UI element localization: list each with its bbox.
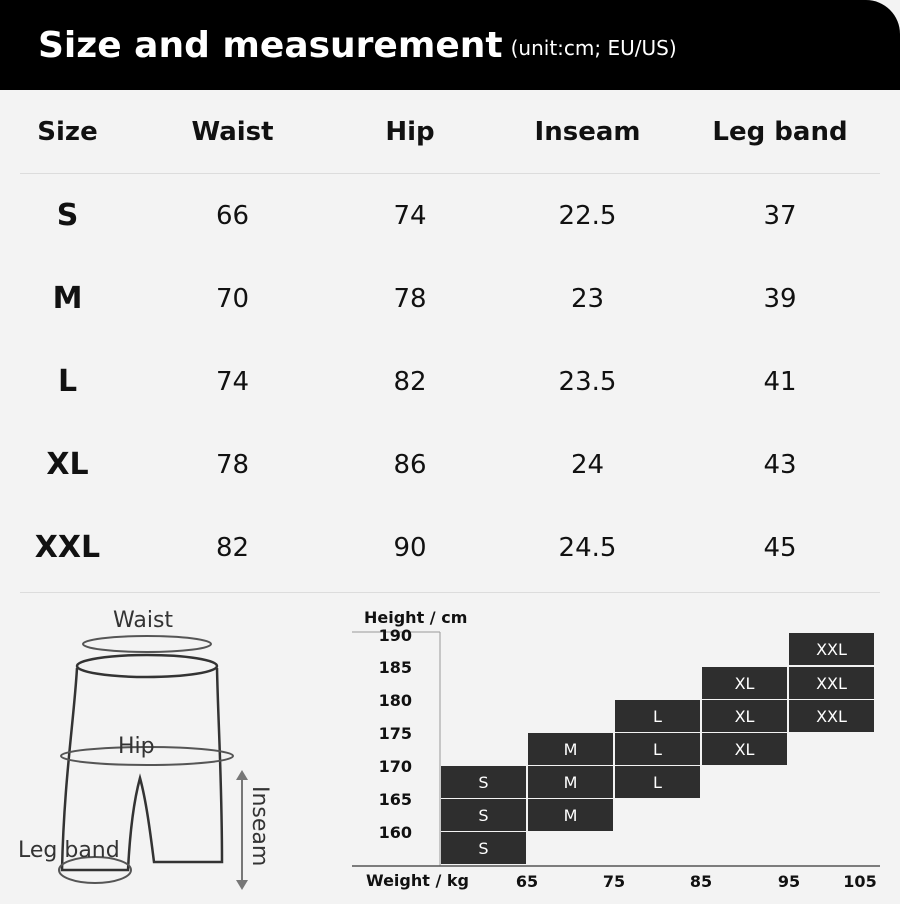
unit-note: (unit:cm; EU/US) bbox=[510, 36, 677, 60]
size-cell-label: M bbox=[564, 773, 578, 792]
page-title: Size and measurement bbox=[38, 24, 503, 66]
waist-cell: 78 bbox=[215, 449, 250, 480]
waist-cell: 70 bbox=[215, 283, 250, 314]
size-cell-block bbox=[702, 667, 787, 699]
chart-x-tick-label: 105 bbox=[843, 872, 876, 891]
size-cell-block bbox=[615, 766, 700, 798]
size-cell-label: XXL bbox=[816, 707, 847, 726]
table-row: XL 78 86 24 43 bbox=[20, 423, 880, 506]
size-cell-label: S bbox=[478, 839, 488, 858]
leg-band-cell: 43 bbox=[763, 449, 797, 480]
size-cell: XL bbox=[46, 447, 89, 482]
size-chart: Height / cm Weight / kg 190 185 180 175 170 165… bbox=[340, 600, 900, 900]
leg-band-cell: 45 bbox=[763, 532, 797, 563]
hip-cell: 74 bbox=[393, 200, 427, 231]
hip-cell: 86 bbox=[393, 449, 427, 480]
chart-y-tick-label: 175 bbox=[379, 724, 412, 743]
size-cell-label: L bbox=[653, 707, 662, 726]
size-cell: S bbox=[56, 198, 79, 233]
size-cell-block bbox=[702, 700, 787, 732]
chart-y-tick-label: 190 bbox=[379, 626, 412, 645]
chart-y-axis-title: Height / cm bbox=[364, 608, 467, 627]
inseam-cell: 23.5 bbox=[558, 366, 617, 397]
hip-label: Hip bbox=[118, 734, 155, 759]
size-cell-label: L bbox=[653, 740, 662, 759]
size-cell-label: XL bbox=[735, 674, 755, 693]
shorts-outline-icon bbox=[58, 635, 248, 890]
waist-cell: 82 bbox=[215, 532, 250, 563]
size-cell-label: M bbox=[564, 806, 578, 825]
size-cell-block bbox=[528, 799, 613, 831]
section-divider bbox=[20, 592, 880, 593]
size-cell-block bbox=[441, 832, 526, 864]
column-header-hip: Hip bbox=[385, 116, 435, 147]
chart-y-tick-label: 160 bbox=[379, 823, 412, 842]
size-cell-label: XL bbox=[735, 707, 755, 726]
size-cell-block bbox=[702, 733, 787, 765]
size-cell: XXL bbox=[34, 530, 101, 565]
hip-cell: 90 bbox=[393, 532, 427, 563]
size-cell: M bbox=[52, 281, 83, 316]
size-table: Size Waist Hip Inseam Leg band S 66 74 2… bbox=[20, 90, 880, 589]
shorts-diagram: Waist Hip Leg band Inseam bbox=[0, 600, 330, 900]
chart-y-tick-label: 165 bbox=[379, 790, 412, 809]
size-cell-label: L bbox=[653, 773, 662, 792]
size-cell-label: XXL bbox=[816, 674, 847, 693]
size-cell: L bbox=[57, 364, 78, 399]
hip-cell: 82 bbox=[393, 366, 427, 397]
column-header-inseam: Inseam bbox=[534, 116, 641, 147]
leg-band-cell: 37 bbox=[763, 200, 797, 231]
size-cell-label: XXL bbox=[816, 640, 847, 659]
header-bar: Size and measurement (unit:cm; EU/US) bbox=[0, 0, 900, 90]
table-row: L 74 82 23.5 41 bbox=[20, 340, 880, 423]
column-header-leg-band: Leg band bbox=[712, 116, 848, 147]
size-cell-label: S bbox=[478, 806, 488, 825]
table-row: S 66 74 22.5 37 bbox=[20, 174, 880, 257]
leg-band-label: Leg band bbox=[18, 838, 120, 863]
size-cell-block bbox=[789, 633, 874, 665]
size-cell-block bbox=[615, 700, 700, 732]
chart-x-tick-label: 85 bbox=[690, 872, 712, 891]
waist-label: Waist bbox=[113, 608, 174, 633]
size-cell-block bbox=[441, 799, 526, 831]
size-cell-block bbox=[441, 766, 526, 798]
size-cell-label: M bbox=[564, 740, 578, 759]
inseam-cell: 24.5 bbox=[558, 532, 617, 563]
column-header-waist: Waist bbox=[191, 116, 274, 147]
leg-band-cell: 39 bbox=[763, 283, 797, 314]
chart-x-tick-label: 65 bbox=[516, 872, 538, 891]
size-cell-label: XL bbox=[735, 740, 755, 759]
inseam-label: Inseam bbox=[247, 786, 272, 867]
size-chart-svg: Height / cm Weight / kg 190 185 180 175 170 165… bbox=[352, 608, 880, 891]
leg-band-cell: 41 bbox=[763, 366, 797, 397]
chart-y-tick-label: 180 bbox=[379, 691, 412, 710]
size-cell-block bbox=[789, 700, 874, 732]
table-row: M 70 78 23 39 bbox=[20, 257, 880, 340]
chart-x-axis-title: Weight / kg bbox=[366, 871, 469, 890]
size-cell-block bbox=[528, 766, 613, 798]
chart-x-tick-label: 95 bbox=[778, 872, 800, 891]
column-header-size: Size bbox=[37, 116, 98, 147]
size-cell-label: S bbox=[478, 773, 488, 792]
size-cell-block bbox=[789, 667, 874, 699]
inseam-cell: 22.5 bbox=[558, 200, 617, 231]
inseam-cell: 24 bbox=[570, 449, 605, 480]
chart-x-tick-label: 75 bbox=[603, 872, 625, 891]
table-row: XXL 82 90 24.5 45 bbox=[20, 506, 880, 589]
chart-y-tick-label: 185 bbox=[379, 658, 412, 677]
chart-y-tick-label: 170 bbox=[379, 757, 412, 776]
size-cell-block bbox=[528, 733, 613, 765]
table-header-row: Size Waist Hip Inseam Leg band bbox=[20, 90, 880, 174]
waist-cell: 74 bbox=[215, 366, 250, 397]
waist-cell: 66 bbox=[215, 200, 250, 231]
hip-cell: 78 bbox=[393, 283, 427, 314]
size-cell-block bbox=[615, 733, 700, 765]
inseam-cell: 23 bbox=[570, 283, 605, 314]
